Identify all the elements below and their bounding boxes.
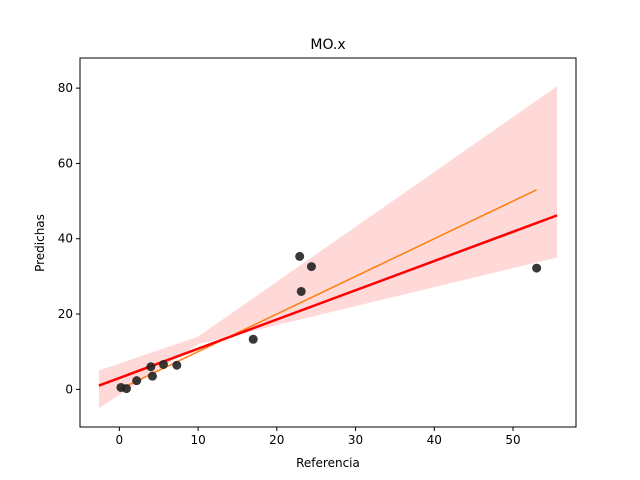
data-point (296, 286, 306, 296)
x-axis-label: Referencia (296, 456, 360, 470)
data-point (306, 262, 316, 272)
x-tick-label: 0 (116, 433, 124, 447)
data-point (132, 376, 142, 386)
data-point (248, 334, 258, 344)
x-tick-label: 30 (348, 433, 363, 447)
data-point (172, 360, 182, 370)
y-axis: 0 20 40 60 80 (58, 81, 80, 396)
data-point (146, 362, 156, 372)
chart-title: MO.x (310, 37, 345, 53)
y-tick-label: 80 (58, 81, 73, 95)
plot-area (98, 86, 558, 409)
y-tick-label: 60 (58, 156, 73, 170)
y-axis-label: Predichas (33, 214, 47, 272)
confidence-band (98, 86, 558, 409)
y-tick-label: 20 (58, 307, 73, 321)
x-tick-label: 20 (269, 433, 284, 447)
data-point (121, 384, 131, 394)
data-point (158, 359, 168, 369)
data-point (295, 251, 305, 261)
x-axis: 0 10 20 30 40 50 (116, 427, 521, 447)
identity-line (119, 189, 537, 391)
y-tick-label: 0 (65, 382, 73, 396)
plot-frame (79, 57, 577, 428)
regression-line (98, 214, 558, 387)
x-tick-label: 50 (505, 433, 520, 447)
y-tick-label: 40 (58, 232, 73, 246)
data-point (147, 371, 157, 381)
x-tick-label: 40 (427, 433, 442, 447)
data-point (532, 263, 542, 273)
x-tick-label: 10 (190, 433, 205, 447)
